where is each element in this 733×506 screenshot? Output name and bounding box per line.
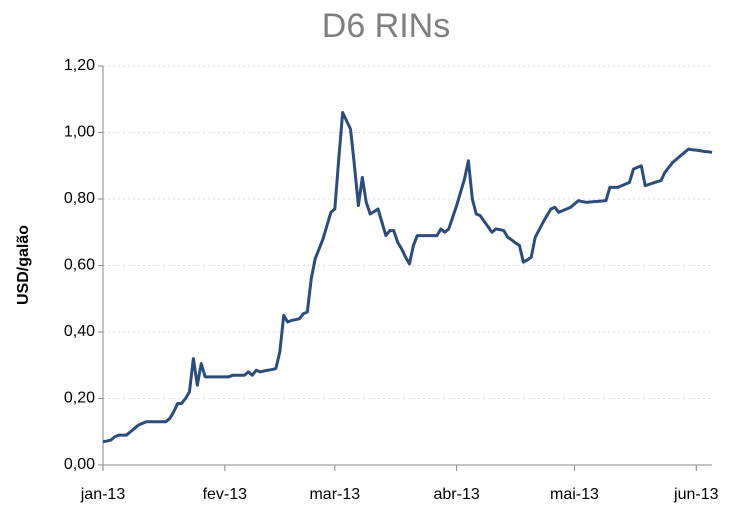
y-tick-label: 0,80 bbox=[64, 190, 95, 207]
y-tick-label: 0,20 bbox=[64, 390, 95, 407]
line-series bbox=[102, 111, 713, 444]
x-tick-label: jan-13 bbox=[80, 486, 126, 503]
x-tick-label: jun-13 bbox=[673, 486, 719, 503]
x-tick-label: fev-13 bbox=[203, 486, 248, 503]
y-tick-label: 0,60 bbox=[64, 257, 95, 274]
x-tick-label: mar-13 bbox=[309, 486, 360, 503]
chart-title: D6 RINs bbox=[322, 7, 450, 45]
y-tick-label: 1,20 bbox=[64, 57, 95, 74]
y-tick-label: 1,00 bbox=[64, 124, 95, 141]
x-tick-label: abr-13 bbox=[433, 486, 479, 503]
y-tick-label: 0,00 bbox=[64, 456, 95, 473]
y-tick-label: 0,40 bbox=[64, 323, 95, 340]
y-axis-label: USD/galão bbox=[15, 225, 32, 305]
x-tick-label: mai-13 bbox=[550, 486, 599, 503]
